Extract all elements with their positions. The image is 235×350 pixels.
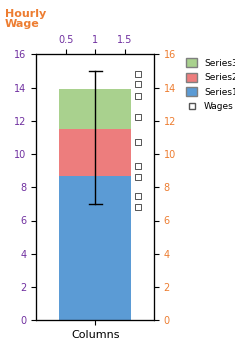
Text: Hourly: Hourly bbox=[5, 9, 46, 19]
Point bbox=[136, 93, 140, 99]
Point bbox=[136, 140, 140, 145]
Point bbox=[136, 82, 140, 87]
Bar bbox=[59, 89, 131, 129]
Text: Wage: Wage bbox=[5, 19, 39, 29]
Point bbox=[136, 163, 140, 168]
Bar bbox=[59, 129, 131, 176]
Point bbox=[136, 115, 140, 120]
Point bbox=[136, 175, 140, 180]
Point bbox=[136, 71, 140, 77]
Legend: Series3, Series2, Series1, Wages: Series3, Series2, Series1, Wages bbox=[184, 56, 235, 113]
Bar bbox=[59, 176, 131, 320]
Point bbox=[136, 204, 140, 210]
Point bbox=[136, 193, 140, 198]
